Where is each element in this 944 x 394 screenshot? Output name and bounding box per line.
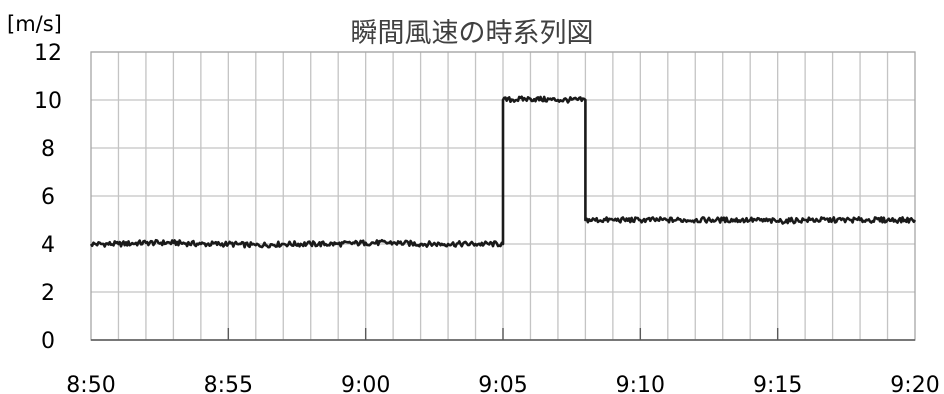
x-tick-label: 9:05 bbox=[478, 373, 527, 394]
y-tick-label: 12 bbox=[34, 41, 62, 66]
x-tick-label: 9:00 bbox=[341, 373, 390, 394]
x-tick-label: 9:20 bbox=[890, 373, 939, 394]
y-axis-unit-label: [m/s] bbox=[7, 12, 62, 36]
y-tick-label: 8 bbox=[41, 137, 55, 162]
y-tick-label: 4 bbox=[41, 233, 55, 258]
series-line bbox=[89, 95, 917, 249]
y-tick-label: 10 bbox=[34, 89, 62, 114]
series-layer bbox=[89, 95, 917, 249]
x-tick-label: 8:55 bbox=[204, 373, 253, 394]
tick-layer bbox=[227, 328, 779, 340]
y-tick-label: 6 bbox=[41, 185, 55, 210]
label-layer: 8:50 8:55 9:00 9:05 9:10 9:15 9:20 0 2 4 6 8 10 12 bbox=[34, 41, 940, 394]
chart-title: 瞬間風速の時系列図 bbox=[351, 18, 594, 49]
x-tick-label: 9:10 bbox=[616, 373, 665, 394]
y-tick-label: 0 bbox=[41, 329, 55, 354]
y-tick-label: 2 bbox=[41, 281, 55, 306]
x-tick-label: 9:15 bbox=[753, 373, 802, 394]
x-tick-label: 8:50 bbox=[66, 373, 115, 394]
